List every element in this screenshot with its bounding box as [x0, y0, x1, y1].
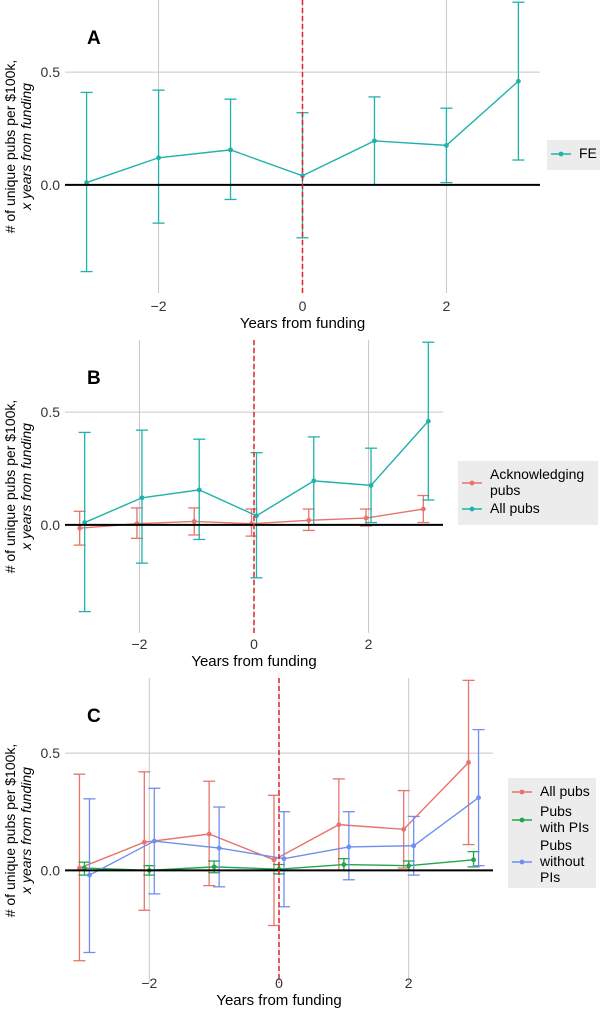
legend-background — [508, 778, 596, 888]
data-point — [425, 418, 431, 424]
data-point — [466, 760, 471, 765]
y-tick-label: 0.5 — [41, 745, 61, 761]
legend-key-point — [519, 859, 525, 865]
data-point — [300, 173, 305, 179]
x-axis-title: Years from funding — [191, 653, 316, 670]
panel-b: −2 0 2 0.0 0.5 Years from funding # of unique … — [2, 340, 598, 670]
data-point — [271, 857, 277, 863]
data-point — [211, 864, 217, 870]
y-tick-label: 0.0 — [41, 517, 61, 533]
data-point — [82, 865, 87, 871]
data-point — [191, 519, 197, 524]
x-tick-label: 0 — [250, 636, 258, 652]
y-axis-title: # of unique pubs per $100k, — [2, 400, 18, 574]
x-tick-label: 2 — [365, 636, 373, 652]
legend-key-point — [519, 817, 525, 823]
x-tick-label: 0 — [299, 298, 307, 314]
legend-label: without — [539, 853, 584, 869]
y-tick-label: 0.0 — [41, 177, 61, 193]
data-point — [411, 843, 417, 849]
panel-a: −2 0 2 0.0 0.5 Years from funding # of unique … — [2, 0, 600, 332]
x-axis-title: Years from funding — [240, 315, 365, 332]
legend-label: All pubs — [490, 500, 540, 516]
y-axis-title-italic: x years from funding — [18, 83, 34, 211]
series-pubs-without-pis — [83, 728, 485, 954]
data-point — [363, 515, 369, 521]
data-point — [77, 865, 82, 871]
legend: FE — [547, 140, 600, 170]
x-tick-label: 2 — [443, 298, 451, 314]
data-point — [311, 478, 317, 484]
data-point — [139, 495, 145, 501]
legend-key-point — [558, 151, 564, 157]
data-point — [196, 487, 202, 493]
legend-label: All pubs — [540, 783, 590, 799]
legend-key-point — [519, 789, 525, 795]
y-axis-title: # of unique pubs per $100k, — [2, 60, 18, 234]
data-point — [341, 862, 347, 867]
data-point — [476, 795, 481, 801]
data-point — [444, 142, 449, 148]
data-point — [151, 838, 157, 844]
panel-label: C — [87, 706, 101, 727]
series-all-pubs — [78, 341, 435, 613]
x-axis-title: Years from funding — [216, 992, 341, 1009]
panel-c: −2 0 2 0.0 0.5 Years from funding # of unique … — [2, 678, 596, 1009]
y-axis-title-italic: x years from funding — [18, 423, 34, 551]
y-tick-label: 0.5 — [41, 64, 61, 80]
panel-label: B — [87, 368, 101, 389]
y-tick-label: 0.5 — [41, 404, 61, 420]
legend-label: pubs — [490, 482, 520, 498]
data-point — [216, 845, 222, 851]
data-point — [306, 517, 312, 523]
panel-label: A — [87, 28, 101, 49]
x-tick-label: −2 — [141, 975, 157, 991]
data-point — [336, 822, 342, 828]
data-point — [254, 513, 259, 519]
y-axis-title-italic: x years from funding — [18, 767, 34, 895]
x-tick-label: −2 — [151, 298, 167, 314]
data-point — [82, 520, 88, 525]
data-point — [516, 78, 521, 84]
legend-background — [458, 461, 598, 525]
data-point — [346, 844, 352, 850]
legend-label: Acknowledging — [490, 466, 584, 482]
x-tick-label: 2 — [405, 975, 413, 991]
data-point — [372, 138, 377, 144]
data-point — [471, 857, 476, 863]
data-point — [77, 525, 83, 531]
legend-label: Pubs — [540, 803, 572, 819]
legend-key-point — [469, 506, 475, 512]
legend-key-point — [469, 480, 475, 486]
legend-label: Pubs — [540, 837, 572, 853]
y-tick-label: 0.0 — [41, 862, 61, 878]
x-tick-label: −2 — [131, 636, 147, 652]
y-axis-title: # of unique pubs per $100k, — [2, 744, 18, 918]
data-point — [206, 831, 212, 837]
legend-label: PIs — [540, 869, 560, 885]
data-point — [87, 872, 92, 878]
data-point — [156, 155, 161, 161]
x-tick-label: 0 — [275, 975, 283, 991]
legend-background — [547, 140, 600, 170]
legend-label: FE — [579, 145, 597, 161]
data-point — [141, 839, 147, 845]
data-point — [368, 482, 374, 488]
data-point — [84, 180, 89, 185]
data-point — [406, 863, 412, 869]
data-point — [401, 826, 407, 832]
series-all-pubs — [73, 679, 475, 962]
data-point — [281, 856, 287, 862]
data-point — [420, 506, 426, 512]
data-point — [228, 147, 233, 153]
legend-label: with PIs — [539, 819, 589, 835]
series-acknowledging-pubs — [73, 494, 430, 546]
